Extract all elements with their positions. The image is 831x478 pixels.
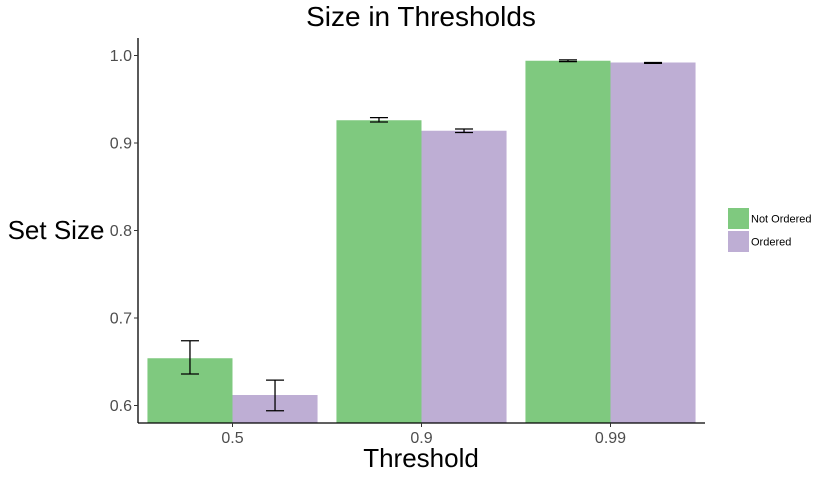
error-bar-not-ordered-0.99: [558, 59, 577, 63]
y-tick-label: 0.6: [110, 398, 132, 415]
y-tick-label: 0.9: [110, 136, 132, 153]
y-tick-label: 0.7: [110, 311, 132, 328]
bar-ordered-0.99: [610, 62, 696, 423]
legend-label: Ordered: [751, 237, 791, 249]
legend-key-not-ordered: [728, 208, 749, 229]
x-tick-label: 0.9: [410, 430, 432, 447]
y-axis-title: Set Size: [8, 215, 105, 245]
legend-label: Not Ordered: [751, 214, 812, 226]
bar-not-ordered-0.99: [525, 60, 611, 423]
x-axis-title: Threshold: [363, 443, 479, 473]
error-bar-ordered-0.5: [266, 379, 285, 412]
error-bar-ordered-0.9: [455, 128, 474, 134]
error-bar-not-ordered-0.5: [180, 340, 199, 375]
legend-key-ordered: [728, 231, 749, 252]
bar-ordered-0.9: [421, 130, 507, 423]
legend: Not Ordered Ordered: [728, 208, 812, 252]
plot-area: 0.6 0.7 0.8 0.9 1.0 0.5 0.9 0.99: [110, 38, 705, 447]
bar-not-ordered-0.9: [336, 120, 422, 423]
chart-title: Size in Thresholds: [306, 1, 536, 32]
x-tick-label: 0.5: [221, 430, 243, 447]
x-tick-label: 0.99: [595, 430, 626, 447]
error-bar-not-ordered-0.9: [369, 116, 388, 123]
y-tick-label: 0.8: [110, 223, 132, 240]
y-tick-label: 1.0: [110, 48, 132, 65]
error-bar-ordered-0.99: [644, 61, 663, 65]
